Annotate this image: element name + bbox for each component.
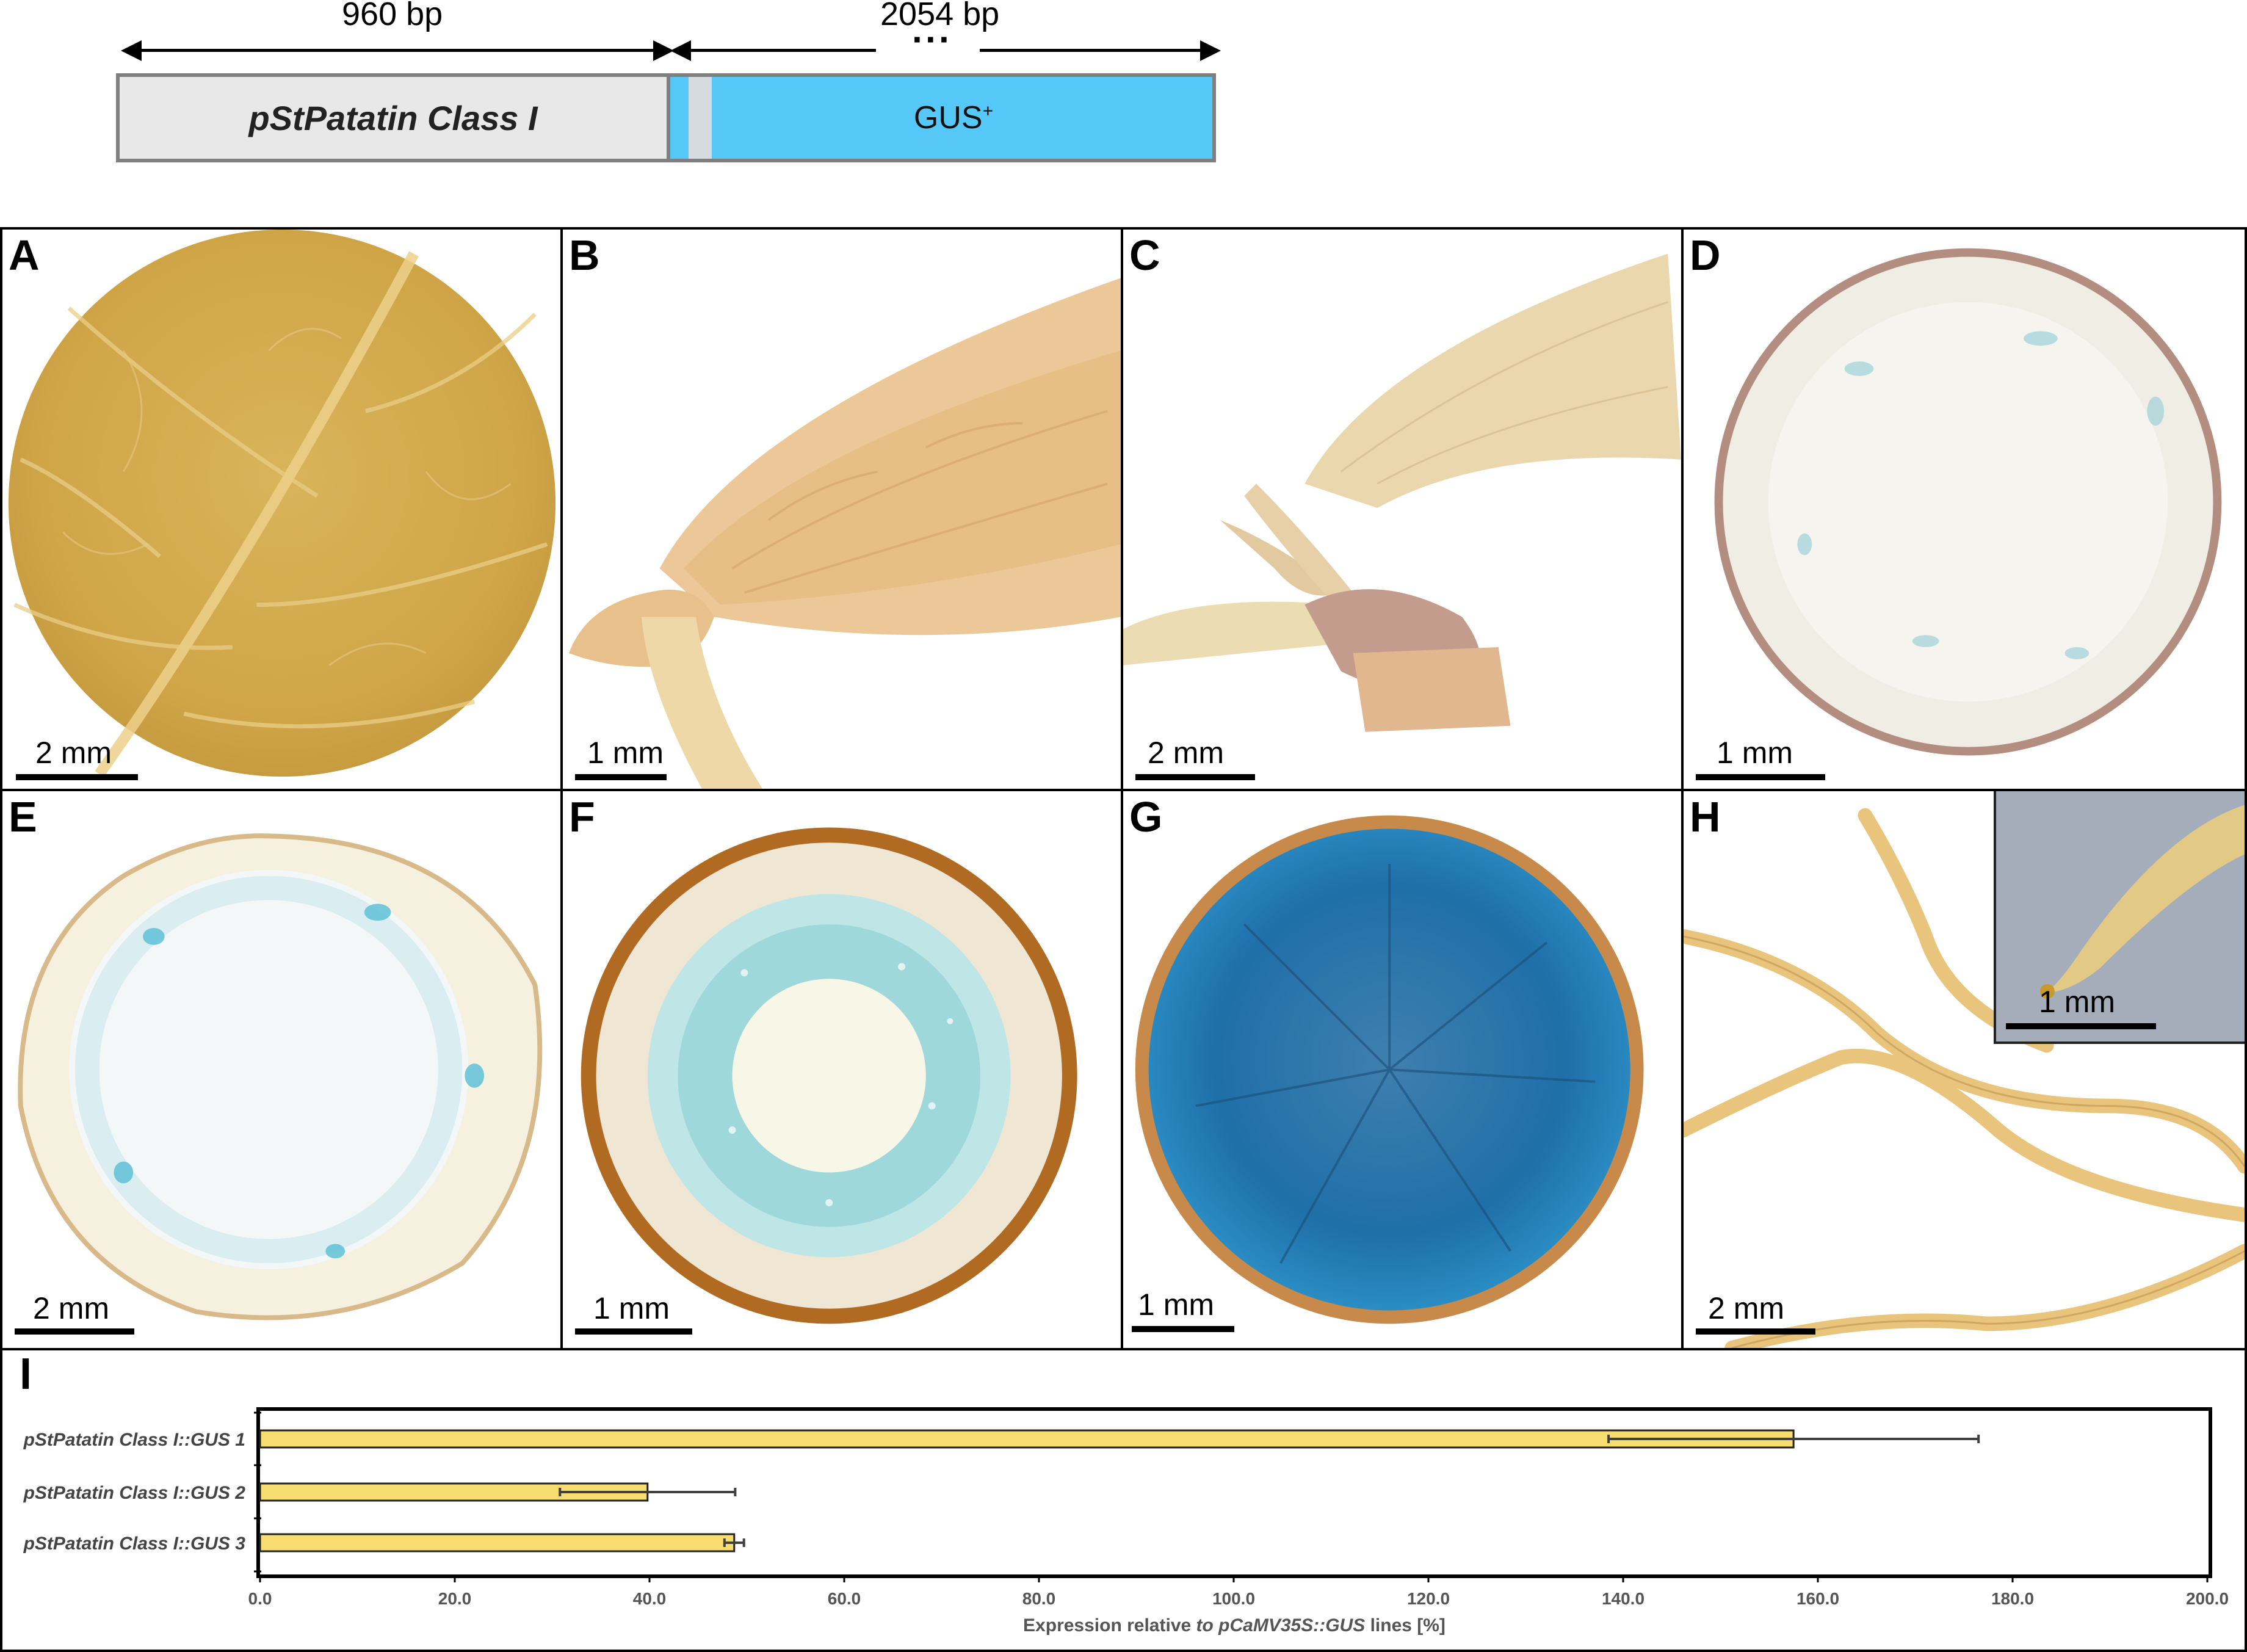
scale-bar-b: [575, 774, 667, 780]
x-tick-label: 60.0: [828, 1589, 861, 1608]
bar: [259, 1429, 1795, 1449]
x-axis-title: Expression relative to pCaMV35S::GUS lin…: [1023, 1615, 1446, 1636]
leaf-disc-image: [2, 230, 560, 789]
x-tick-label: 120.0: [1407, 1589, 1450, 1608]
panel-f-tuber-section: F 1 mm: [560, 789, 1123, 1350]
scale-bar-a: [16, 774, 138, 780]
promoter-length-label: 960 bp: [342, 0, 443, 32]
category-label: pStPatatin Class I::GUS 1: [23, 1430, 245, 1450]
panel-label-a: A: [9, 231, 40, 279]
panel-label-h: H: [1690, 793, 1721, 841]
bar: [259, 1533, 736, 1552]
panel-h-inset: 1 mm: [1994, 791, 2245, 1044]
gus-label: GUS+: [913, 100, 994, 136]
gus-superscript: +: [982, 101, 994, 121]
panel-h-roots: 1 mm H 2 mm: [1681, 789, 2247, 1350]
panel-label-e: E: [9, 793, 37, 841]
tuber-section-small-image: [563, 791, 1121, 1348]
scale-bar-h-inset: [2006, 1023, 2156, 1029]
panel-label-f: F: [569, 793, 595, 841]
x-tick-label: 180.0: [1991, 1589, 2034, 1608]
petiole-image: [563, 230, 1121, 789]
scale-bar-d: [1696, 774, 1825, 780]
scale-label-h-inset: 1 mm: [2039, 985, 2115, 1019]
construct-diagram: 960 bp 2054 bp ··· pStPatatin Class I GU…: [0, 0, 1282, 183]
scale-bar-f: [575, 1328, 692, 1335]
gus-length-label: 2054 bp: [880, 0, 1000, 32]
scale-label-g: 1 mm: [1138, 1288, 1214, 1322]
gus-length-ellipsis: ···: [912, 19, 952, 60]
gus-length-arrow-left: [684, 49, 876, 52]
panel-a-leaf-disc: A 2 mm: [0, 227, 563, 791]
x-tick-label: 200.0: [2186, 1589, 2229, 1608]
gus-box: GUS+: [667, 73, 1216, 162]
scale-label-d: 1 mm: [1717, 736, 1793, 770]
tuber-section-mature-image: [1123, 791, 1681, 1348]
x-tick-label: 100.0: [1212, 1589, 1255, 1608]
scale-bar-e: [15, 1328, 134, 1335]
stem-section-image: [1684, 230, 2245, 789]
promoter-box: pStPatatin Class I: [116, 73, 670, 162]
category-label: pStPatatin Class I::GUS 2: [23, 1483, 246, 1503]
root-tip-inset-image: [1996, 791, 2245, 1042]
panel-label-d: D: [1690, 231, 1721, 279]
panel-e-stolon-section: E 2 mm: [0, 789, 563, 1350]
x-tick-label: 80.0: [1022, 1589, 1056, 1608]
x-tick-label: 160.0: [1797, 1589, 1839, 1608]
panel-i-chart: I pStPatatin Class I::GUS 1 pStPatatin Cl…: [0, 1348, 2247, 1652]
stolon-section-image: [2, 791, 560, 1348]
gus-length-arrow-right: [980, 49, 1206, 52]
gus-intron-stripe-grey: [689, 77, 712, 159]
scale-label-c: 2 mm: [1148, 736, 1224, 770]
panel-label-b: B: [569, 231, 600, 279]
scale-bar-h: [1696, 1328, 1815, 1335]
promoter-label: pStPatatin Class I: [248, 98, 538, 137]
gus-intron-stripe-blue: [670, 77, 689, 159]
promoter-length-arrow: [134, 49, 659, 52]
x-tick-label: 0.0: [248, 1589, 272, 1608]
panel-c-shoot-apex: C 2 mm: [1121, 227, 1684, 791]
scale-bar-c: [1135, 774, 1255, 780]
panel-d-stem-section: D 1 mm: [1681, 227, 2247, 791]
scale-label-e: 2 mm: [33, 1291, 109, 1325]
panel-b-petiole: B 1 mm: [560, 227, 1123, 791]
scale-label-b: 1 mm: [587, 736, 664, 770]
category-label: pStPatatin Class I::GUS 3: [23, 1534, 246, 1554]
x-tick-label: 40.0: [633, 1589, 667, 1608]
panel-label-c: C: [1129, 231, 1160, 279]
x-tick-label: 20.0: [438, 1589, 472, 1608]
panel-g-tuber-section: G 1 mm: [1121, 789, 1684, 1350]
shoot-apex-image: [1123, 230, 1681, 789]
panel-label-i: I: [20, 1350, 32, 1399]
scale-label-a: 2 mm: [35, 736, 112, 770]
scale-label-h: 2 mm: [1708, 1291, 1784, 1325]
panel-label-g: G: [1129, 793, 1163, 841]
gus-right-arrowhead: [1200, 40, 1221, 61]
scale-label-f: 1 mm: [593, 1291, 670, 1325]
x-tick-label: 140.0: [1602, 1589, 1645, 1608]
scale-bar-g: [1132, 1326, 1234, 1332]
